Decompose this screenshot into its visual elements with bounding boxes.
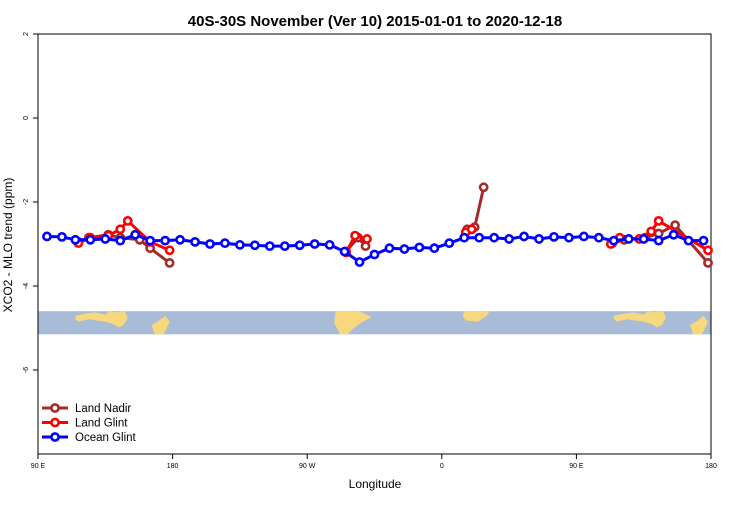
x-tick-label: 90 E bbox=[569, 463, 584, 470]
data-point bbox=[466, 224, 477, 235]
data-point bbox=[653, 235, 664, 246]
data-point bbox=[593, 232, 604, 243]
data-point bbox=[164, 245, 175, 256]
data-point bbox=[85, 234, 96, 245]
data-point bbox=[534, 234, 544, 244]
data-point bbox=[160, 235, 171, 246]
land-australia bbox=[75, 311, 128, 328]
data-point bbox=[578, 231, 589, 242]
data-point bbox=[399, 244, 410, 254]
data-point bbox=[474, 232, 485, 243]
data-point bbox=[668, 229, 679, 240]
axes: 90 E 180 90 W 0 90 E 180 -6 -4 -2 0 2 bbox=[23, 32, 717, 470]
legend-item: Ocean Glint bbox=[42, 432, 137, 444]
data-point bbox=[384, 243, 395, 254]
series-ocean-glint bbox=[42, 229, 709, 267]
x-tick-label: 90 W bbox=[299, 463, 316, 470]
y-tick-label: 2 bbox=[23, 32, 30, 36]
data-point bbox=[638, 234, 649, 244]
data-point bbox=[504, 234, 514, 244]
data-point bbox=[220, 238, 230, 249]
legend-swatch-marker bbox=[50, 432, 60, 442]
data-point bbox=[249, 240, 260, 251]
data-point bbox=[190, 236, 200, 247]
legend-swatch-marker bbox=[50, 403, 60, 413]
data-point bbox=[646, 226, 657, 237]
data-point bbox=[608, 235, 619, 246]
data-point bbox=[324, 239, 335, 250]
data-point bbox=[489, 232, 500, 243]
data-point bbox=[429, 243, 440, 254]
data-point bbox=[42, 231, 52, 242]
legend: Land Nadir Land Glint Ocean Glint bbox=[42, 403, 137, 444]
data-point bbox=[478, 182, 489, 193]
data-point bbox=[703, 257, 713, 268]
data-point bbox=[623, 234, 634, 244]
data-point bbox=[175, 234, 185, 245]
y-axis-label: XCO2 - MLO trend (ppm) bbox=[1, 178, 15, 313]
legend-item: Land Nadir bbox=[42, 403, 131, 415]
data-point bbox=[703, 245, 713, 256]
data-point bbox=[115, 224, 126, 235]
map-strip bbox=[38, 311, 711, 335]
data-point bbox=[444, 238, 455, 249]
y-tick-label: -2 bbox=[23, 199, 30, 205]
data-point bbox=[339, 246, 350, 257]
chart-title: 40S-30S November (Ver 10) 2015-01-01 to … bbox=[188, 13, 562, 30]
legend-label: Land Nadir bbox=[75, 403, 131, 415]
plot-frame bbox=[37, 33, 712, 455]
legend-label: Ocean Glint bbox=[75, 432, 137, 444]
data-point bbox=[698, 235, 709, 246]
x-tick-label: 90 E bbox=[31, 463, 46, 470]
y-tick-label: -4 bbox=[23, 283, 30, 289]
ocean-band bbox=[38, 311, 711, 335]
x-tick-label: 180 bbox=[705, 463, 717, 470]
data-point bbox=[234, 239, 245, 250]
data-point bbox=[145, 235, 156, 246]
x-axis-label: Longitude bbox=[349, 477, 402, 491]
data-point bbox=[294, 240, 305, 251]
data-point bbox=[57, 231, 67, 242]
land-new-zealand-repeat bbox=[690, 315, 709, 335]
data-point bbox=[279, 241, 290, 251]
data-point bbox=[683, 235, 694, 246]
data-point bbox=[549, 231, 559, 242]
data-point bbox=[205, 239, 215, 249]
data-point bbox=[369, 249, 380, 260]
land-new-zealand bbox=[151, 315, 170, 335]
land-south-america bbox=[334, 311, 372, 335]
data-point bbox=[350, 230, 360, 241]
series-layer bbox=[42, 182, 713, 268]
data-point bbox=[670, 220, 681, 230]
data-point bbox=[130, 229, 141, 240]
data-point bbox=[309, 239, 320, 249]
plot-border bbox=[37, 33, 712, 455]
legend-label: Land Glint bbox=[75, 418, 128, 430]
data-point bbox=[459, 232, 470, 243]
data-point bbox=[362, 234, 372, 244]
data-point bbox=[354, 257, 365, 267]
data-point bbox=[122, 215, 133, 226]
data-point bbox=[564, 232, 574, 243]
data-point bbox=[653, 215, 664, 226]
land-africa bbox=[462, 311, 490, 322]
data-point bbox=[164, 257, 175, 268]
data-point bbox=[264, 241, 275, 251]
data-point bbox=[100, 234, 111, 244]
y-tick-label: 0 bbox=[23, 116, 30, 120]
legend-swatch-marker bbox=[50, 417, 60, 428]
legend-item: Land Glint bbox=[42, 418, 128, 430]
data-point bbox=[519, 231, 529, 242]
x-tick-label: 0 bbox=[440, 463, 444, 470]
data-point bbox=[414, 242, 425, 253]
data-point bbox=[115, 235, 126, 246]
x-tick-label: 180 bbox=[167, 463, 179, 470]
land-australia-repeat bbox=[613, 311, 667, 328]
data-point bbox=[70, 234, 81, 245]
y-tick-label: -6 bbox=[23, 367, 30, 373]
